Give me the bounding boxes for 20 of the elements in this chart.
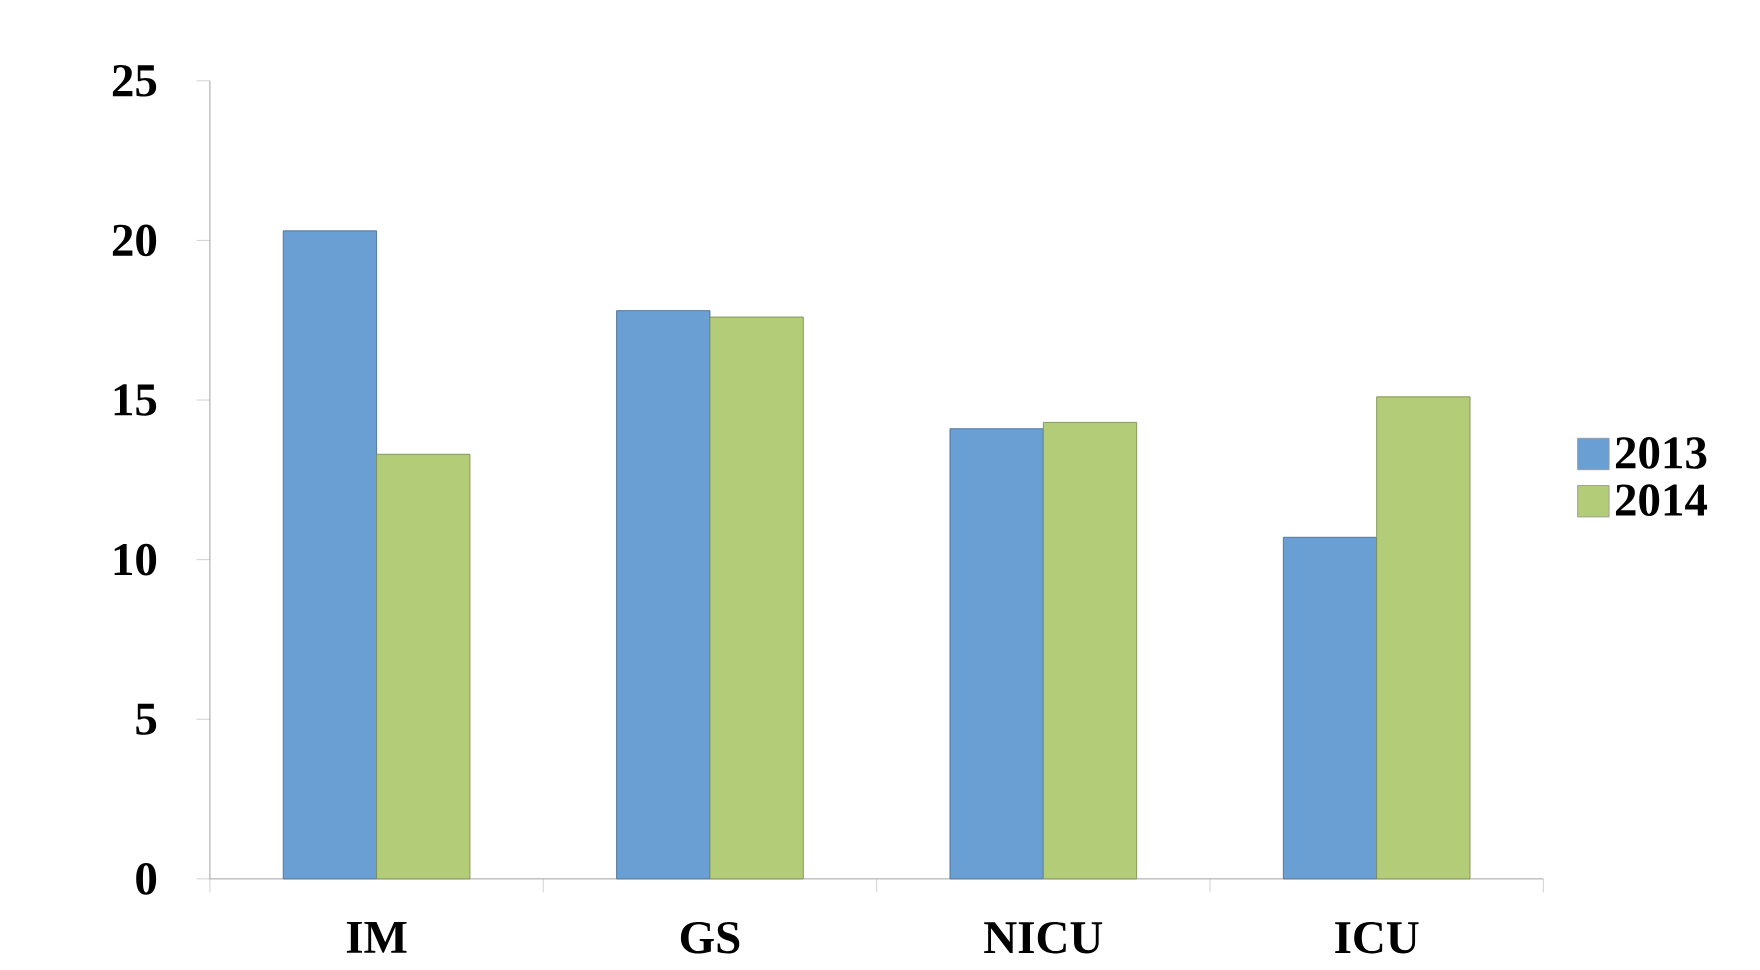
bar — [376, 453, 471, 880]
bar — [949, 428, 1044, 880]
y-tick-label: 10 — [114, 543, 157, 576]
x-tick-label: ICU — [1335, 922, 1419, 954]
y-tick-label: 25 — [112, 65, 157, 97]
bar — [1376, 396, 1471, 880]
x-tick-label: GS — [680, 922, 740, 954]
bar — [709, 316, 804, 880]
y-tick-label: 15 — [114, 384, 157, 416]
bar — [282, 230, 378, 880]
bar — [1042, 422, 1138, 880]
bar — [1282, 536, 1378, 880]
x-tick-label: NICU — [984, 922, 1103, 954]
y-tick-label: 0 — [136, 863, 157, 895]
y-tick-label: 5 — [136, 703, 157, 735]
y-tick-label: 20 — [112, 224, 157, 257]
bar — [616, 310, 711, 880]
legend-label: 2014 — [1615, 484, 1708, 517]
x-tick-label: IM — [346, 922, 407, 953]
legend-label: 2013 — [1615, 437, 1707, 469]
